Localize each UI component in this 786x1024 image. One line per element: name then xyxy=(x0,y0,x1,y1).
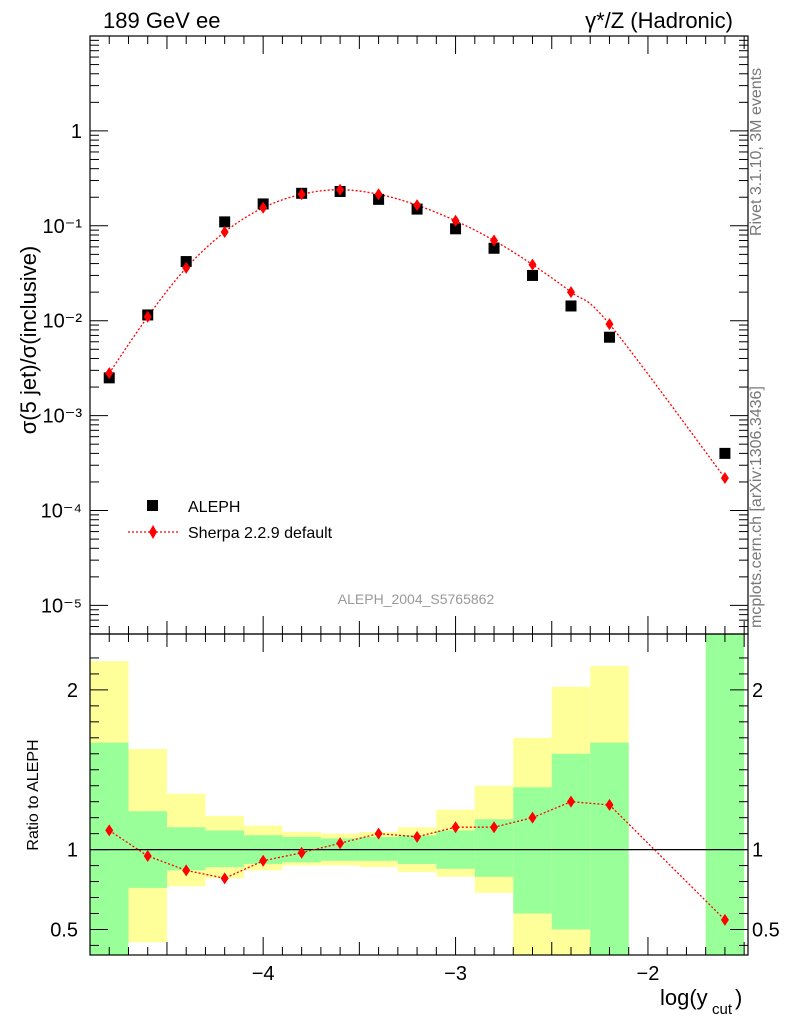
upper-y-tick-label: 10⁻⁴ xyxy=(41,501,82,523)
upper-y-tick-label: 10⁻⁵ xyxy=(41,595,82,617)
data-markers xyxy=(103,183,731,926)
upper-y-tick-label: 10⁻² xyxy=(43,311,83,333)
aleph-point xyxy=(527,269,539,281)
x-tick-label: −2 xyxy=(637,963,660,985)
svg-text:cut: cut xyxy=(712,1001,733,1018)
band-stat-bin xyxy=(166,827,206,871)
ratio-y-tick-label-left: 0.5 xyxy=(50,919,78,941)
sherpa-point-ratio xyxy=(605,798,614,811)
sherpa-point-ratio xyxy=(259,854,268,867)
ratio-y-tick-label-right: 0.5 xyxy=(752,919,780,941)
series-lines xyxy=(108,189,726,921)
upper-y-tick-label: 10⁻¹ xyxy=(43,216,83,238)
sherpa-point-upper xyxy=(182,261,191,274)
legend-label-sherpa: Sherpa 2.2.9 default xyxy=(188,525,333,542)
aleph-point xyxy=(450,223,462,235)
sherpa-point-ratio xyxy=(105,824,114,837)
sherpa-point-upper xyxy=(413,199,422,212)
sherpa-point-upper xyxy=(566,286,575,299)
band-stat-bin xyxy=(551,753,591,930)
band-stat-bin xyxy=(705,634,745,955)
legend-label-aleph: ALEPH xyxy=(188,499,240,516)
sherpa-point-ratio xyxy=(451,821,460,834)
sherpa-point-upper xyxy=(490,234,499,247)
x-tick-label: −4 xyxy=(252,963,275,985)
sherpa-point-upper xyxy=(297,188,306,201)
ratio-y-tick-label-left: 2 xyxy=(67,680,78,702)
aleph-point xyxy=(180,256,192,268)
band-stat-bin xyxy=(513,787,552,914)
legend-marker-sherpa xyxy=(149,525,157,539)
sherpa-point-upper xyxy=(143,310,152,323)
svg-text:log(y: log(y xyxy=(660,985,708,1010)
upper-frame xyxy=(89,35,749,635)
axis-ticks xyxy=(89,35,748,955)
right-title: γ*/Z (Hadronic) xyxy=(585,8,733,33)
sherpa-curve-upper xyxy=(108,189,726,479)
aleph-point xyxy=(488,242,500,254)
upper-y-tick-label: 10⁻³ xyxy=(43,406,83,428)
legend-marker-aleph xyxy=(147,500,158,511)
band-stat-bin xyxy=(359,836,398,861)
analysis-label: ALEPH_2004_S5765862 xyxy=(338,591,495,607)
sherpa-point-ratio xyxy=(220,872,229,885)
band-stat-bin xyxy=(90,742,129,955)
sherpa-point-ratio xyxy=(182,864,191,877)
sherpa-point-upper xyxy=(220,226,229,239)
ratio-uncertainty-bands xyxy=(90,634,745,955)
upper-y-axis-label: σ(5 jet)/σ(inclusive) xyxy=(16,246,41,435)
sherpa-point-ratio xyxy=(413,830,422,843)
aleph-point xyxy=(565,300,577,312)
ratio-y-tick-label-left: 1 xyxy=(67,840,78,862)
svg-text:): ) xyxy=(735,985,742,1010)
sherpa-point-ratio xyxy=(374,827,383,840)
band-stat-bin xyxy=(205,830,244,868)
sherpa-point-ratio xyxy=(143,849,152,862)
sherpa-point-upper xyxy=(336,183,345,196)
mcplots-label: mcplots.cern.ch [arXiv:1306.3436] xyxy=(748,386,765,628)
sherpa-point-upper xyxy=(259,201,268,214)
ratio-y-tick-label-right: 2 xyxy=(752,680,763,702)
aleph-point xyxy=(219,216,231,228)
sherpa-point-upper xyxy=(374,188,383,201)
x-axis-label: log(y cut ) xyxy=(660,985,742,1018)
sherpa-point-upper xyxy=(720,472,729,485)
sherpa-point-ratio xyxy=(297,846,306,859)
x-tick-label: −3 xyxy=(444,963,467,985)
legend: ALEPH Sherpa 2.2.9 default xyxy=(128,499,333,542)
band-stat-bin xyxy=(590,742,629,955)
sherpa-point-ratio xyxy=(720,913,729,926)
aleph-point xyxy=(603,331,615,343)
rivet-label: Rivet 3.1.10, 3M events xyxy=(748,68,765,236)
sherpa-point-upper xyxy=(605,318,614,331)
sherpa-point-ratio xyxy=(336,837,345,850)
sherpa-point-ratio xyxy=(490,821,499,834)
sherpa-point-upper xyxy=(105,367,114,380)
sherpa-point-upper xyxy=(528,258,537,271)
lower-frame xyxy=(89,633,749,956)
sherpa-point-ratio xyxy=(566,795,575,808)
sherpa-point-upper xyxy=(451,214,460,227)
ratio-y-tick-label-right: 1 xyxy=(752,840,763,862)
upper-y-tick-label: 1 xyxy=(71,121,82,143)
sherpa-ratio-line xyxy=(108,801,726,921)
axis-tick-labels: 10⁻⁵ 10⁻⁴ 10⁻³ 10⁻² 10⁻¹ 1 −4 −3 −2 0.5 0.5 1 1 2 2 xyxy=(41,121,780,985)
sherpa-point-ratio xyxy=(528,811,537,824)
lower-y-axis-label: Ratio to ALEPH xyxy=(25,739,42,850)
aleph-point xyxy=(719,447,731,459)
left-title: 189 GeV ee xyxy=(103,8,220,33)
